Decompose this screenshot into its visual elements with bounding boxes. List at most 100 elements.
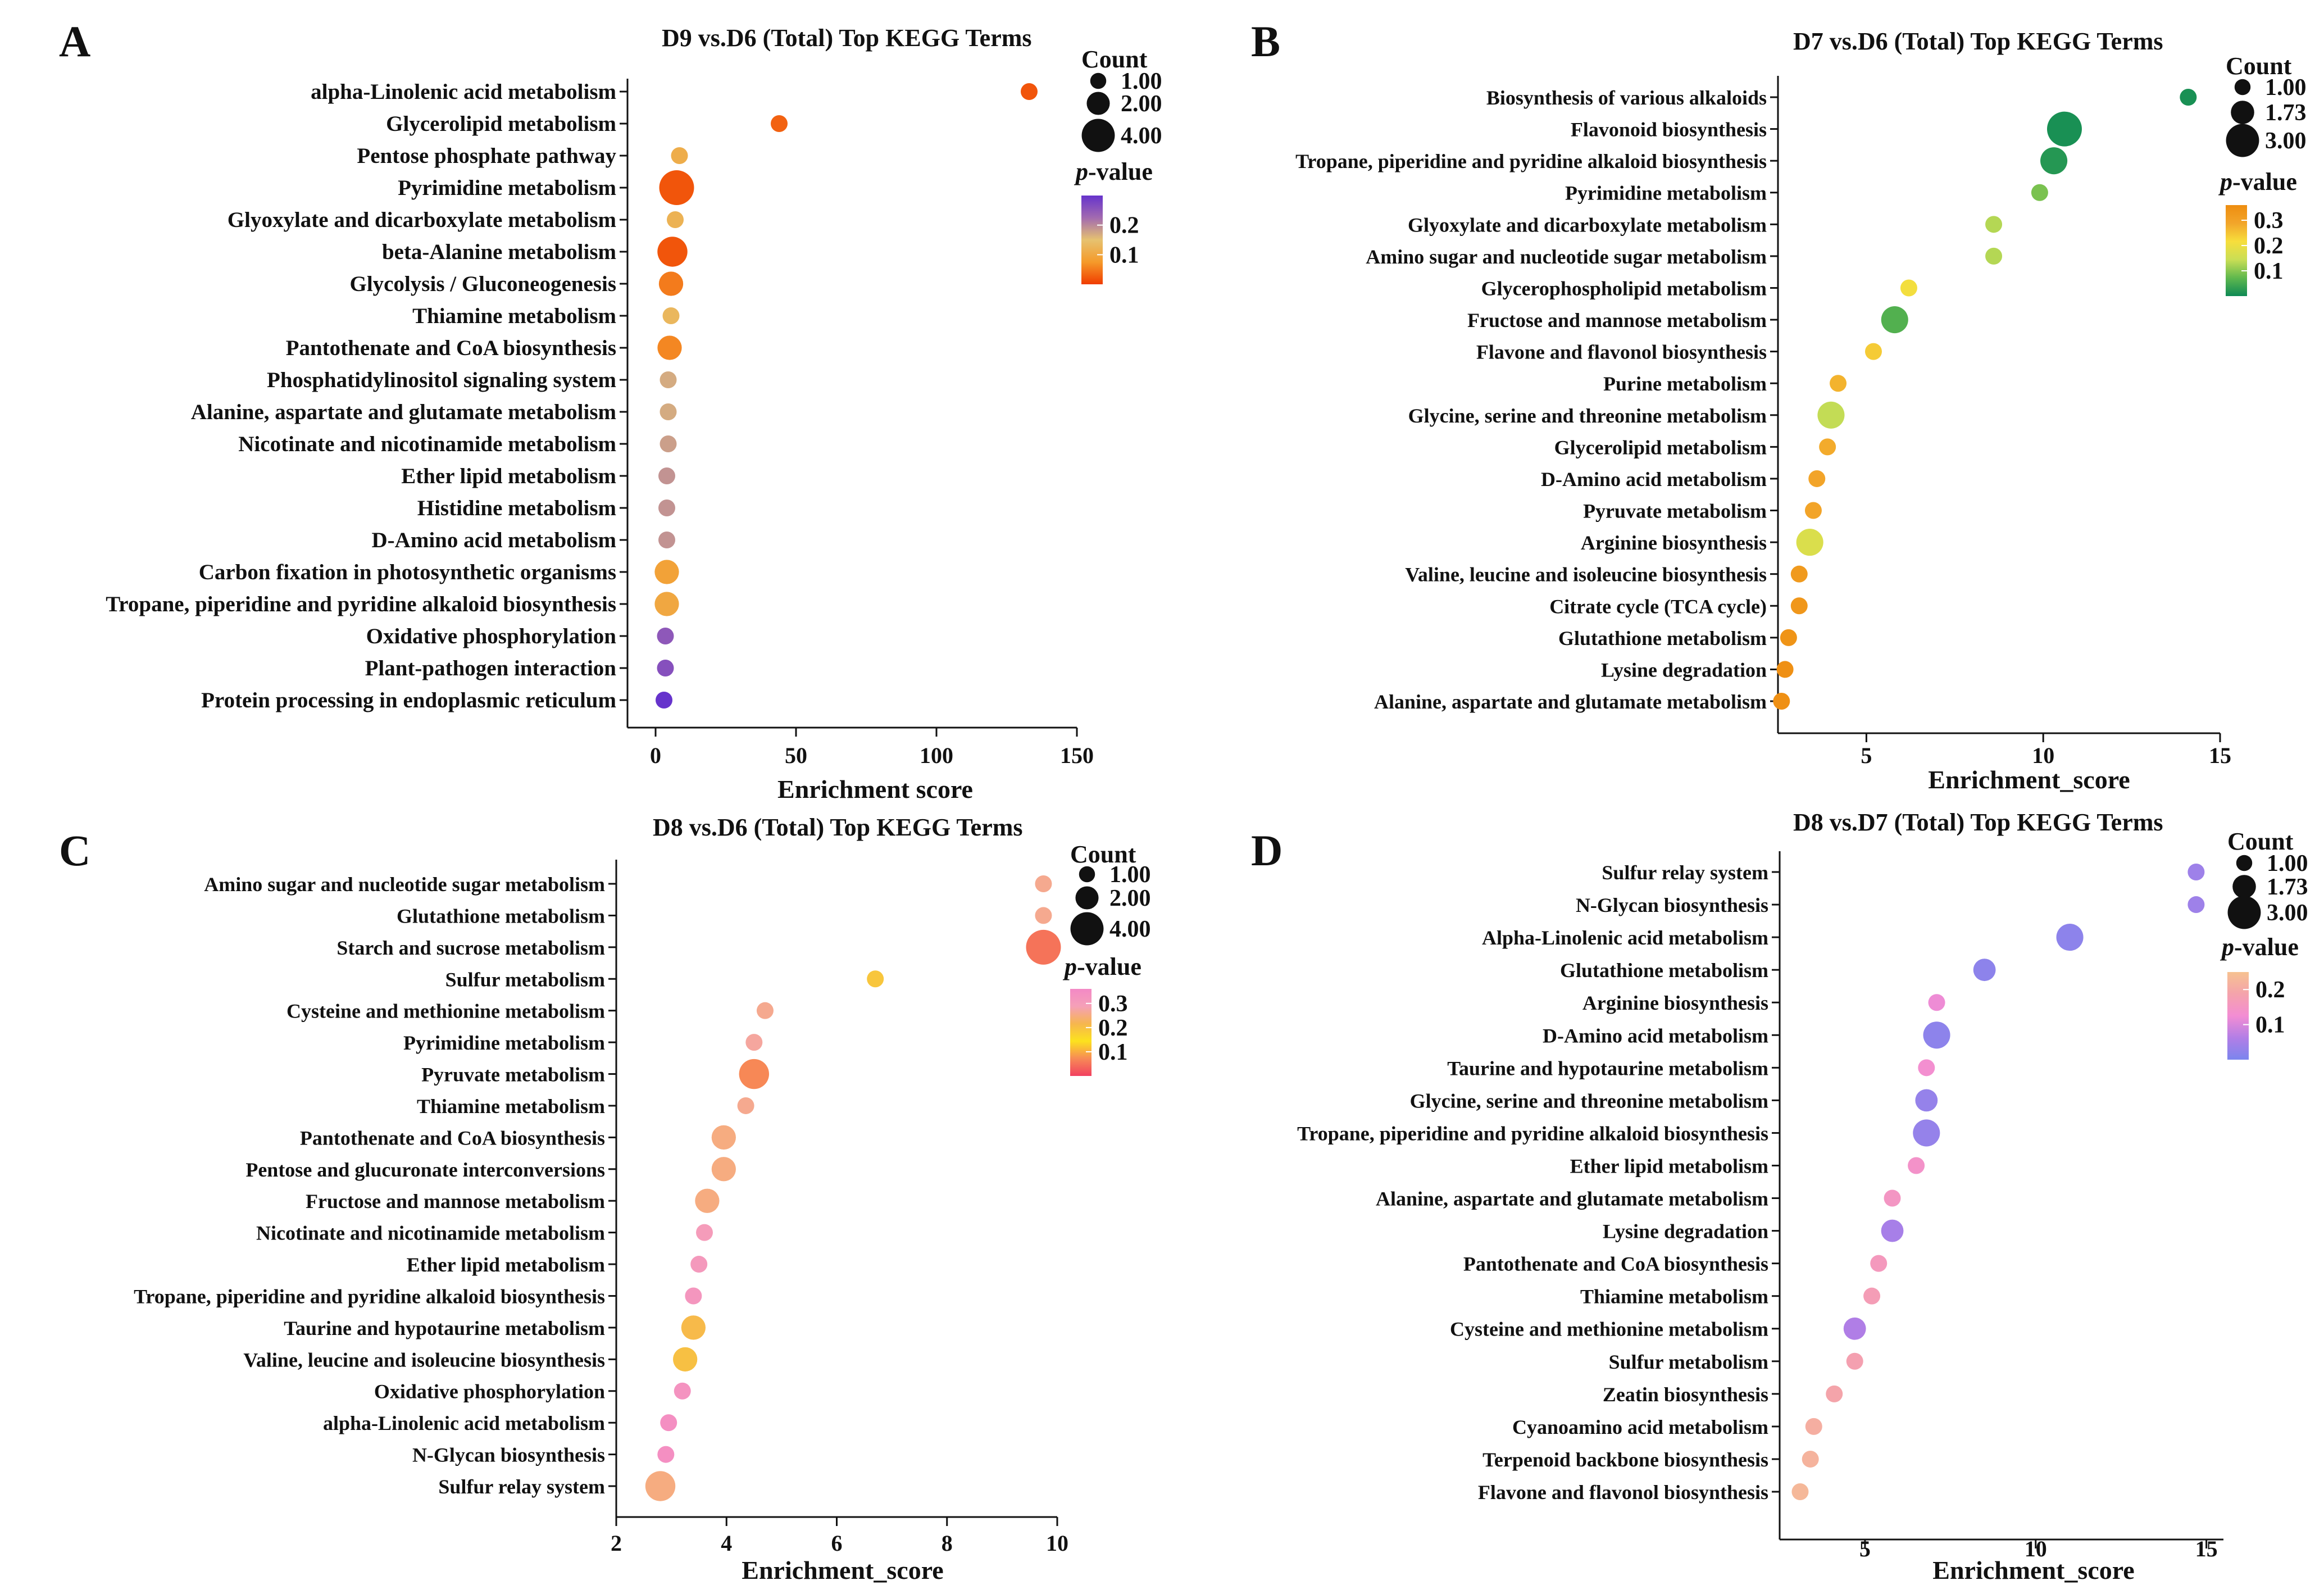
x-tick-label: 5 <box>1859 1536 1871 1561</box>
y-tick-label: Tropane, piperidine and pyridine alkaloi… <box>134 1285 605 1307</box>
data-point <box>660 435 677 452</box>
data-point <box>745 1034 763 1051</box>
x-tick-label: 50 <box>785 743 807 768</box>
y-tick-label: Pyruvate metabolism <box>1583 500 1767 523</box>
y-tick-label: Glycerophospholipid metabolism <box>1481 277 1767 299</box>
data-point <box>1790 565 1808 583</box>
legend-size-dot <box>1070 912 1104 946</box>
y-tick-label: Glutathione metabolism <box>1560 959 1768 982</box>
data-point <box>657 335 682 360</box>
x-tick-label: 8 <box>942 1531 953 1556</box>
data-point <box>695 1188 720 1213</box>
data-point <box>867 970 884 988</box>
y-tick-label: Carbon fixation in photosynthetic organi… <box>199 560 616 584</box>
legend-size-dot <box>2227 896 2261 929</box>
data-point <box>1780 629 1797 646</box>
y-tick-label: Flavonoid biosynthesis <box>1571 119 1767 141</box>
y-tick-label: Glycerolipid metabolism <box>1554 436 1767 458</box>
y-tick-label: Fructose and mannose metabolism <box>306 1190 605 1212</box>
data-point <box>656 692 672 709</box>
data-point <box>657 660 674 676</box>
data-point <box>1881 306 1908 334</box>
legend-color-label: 0.1 <box>1109 242 1139 268</box>
x-axis-label: Enrichment_score <box>1932 1556 2134 1584</box>
y-tick-label: D-Amino acid metabolism <box>1541 468 1767 491</box>
y-tick-label: N-Glycan biosynthesis <box>412 1444 605 1466</box>
legend-size-dot <box>1081 119 1115 152</box>
panel-letter: A <box>59 17 90 66</box>
y-tick-label: Sulfur relay system <box>1602 861 1768 884</box>
data-point <box>2031 184 2048 201</box>
data-point <box>657 237 688 267</box>
y-tick-label: Citrate cycle (TCA cycle) <box>1549 595 1767 617</box>
data-point <box>1773 693 1790 710</box>
data-point <box>1884 1189 1901 1207</box>
data-point <box>2056 924 2084 951</box>
y-tick-label: Cysteine and methionine metabolism <box>1450 1318 1768 1341</box>
y-tick-label: Pantothenate and CoA biosynthesis <box>286 336 616 360</box>
data-point <box>1805 1418 1822 1435</box>
y-tick-label: N-Glycan biosynthesis <box>1576 894 1768 916</box>
y-tick-label: Taurine and hypotaurine metabolism <box>1447 1057 1768 1079</box>
data-point <box>1918 1059 1935 1077</box>
y-tick-label: Glutathione metabolism <box>397 905 605 927</box>
data-point <box>1796 529 1823 556</box>
panel-a: A D9 vs.D6 (Total) Top KEGG Terms 0 50 100 15… <box>59 17 1162 803</box>
data-point <box>1826 1385 1843 1402</box>
y-tick-label: Sulfur metabolism <box>445 968 605 991</box>
y-tick-label: Pentose phosphate pathway <box>357 144 616 168</box>
x-tick-label: 100 <box>920 743 953 768</box>
data-point <box>1830 375 1847 392</box>
legend-size-label: 4.00 <box>1121 123 1162 149</box>
legend-size-label: 1.73 <box>2267 874 2308 900</box>
legend-size-label: 3.00 <box>2265 128 2307 154</box>
data-point <box>1913 1119 1940 1147</box>
y-tick-label: Histidine metabolism <box>417 496 616 520</box>
x-tick-label: 10 <box>1046 1531 1068 1556</box>
legend-pvalue-title: p-value <box>1074 158 1153 185</box>
legend-size-dot <box>1075 886 1099 910</box>
data-point <box>658 499 675 516</box>
legend-color-bar <box>2227 972 2249 1060</box>
legend-count-title: Count <box>2226 52 2292 80</box>
y-tick-label: Amino sugar and nucleotide sugar metabol… <box>1366 246 1767 268</box>
x-tick-label: 10 <box>2025 1536 2047 1561</box>
data-point <box>1864 343 1882 360</box>
data-point <box>1026 929 1061 965</box>
x-tick-label: 0 <box>650 743 661 768</box>
y-tick-label: Pyrimidine metabolism <box>398 176 616 200</box>
data-point <box>1900 279 1917 297</box>
data-point <box>1985 247 2003 265</box>
y-tick-label: Biosynthesis of various alkaloids <box>1486 87 1767 109</box>
data-point <box>1035 907 1052 924</box>
data-point <box>660 1414 677 1432</box>
y-tick-label: Arginine biosynthesis <box>1581 532 1767 554</box>
legend-size-label: 1.00 <box>2267 851 2308 877</box>
data-point <box>1870 1255 1888 1272</box>
y-tick-label: Pyruvate metabolism <box>421 1064 605 1086</box>
y-tick-label: Zeatin biosynthesis <box>1603 1383 1768 1406</box>
data-point <box>1808 470 1826 487</box>
legend-color-label: 0.1 <box>2255 1012 2285 1038</box>
x-axis-label: Enrichment_score <box>742 1556 943 1584</box>
y-tick-label: Cysteine and methionine metabolism <box>286 1000 605 1023</box>
legend-color-bar <box>1070 989 1091 1076</box>
legend-size-dot <box>2226 124 2259 157</box>
data-point <box>645 1471 676 1501</box>
legend-size-label: 1.73 <box>2265 100 2307 126</box>
data-point <box>1846 1352 1863 1370</box>
y-tick-label: Oxidative phosphorylation <box>366 624 617 648</box>
legend-color-bar <box>1081 196 1103 284</box>
legend-color-label: 0.2 <box>1109 213 1139 239</box>
data-point <box>660 371 677 388</box>
chart-title: D7 vs.D6 (Total) Top KEGG Terms <box>1793 28 2163 55</box>
data-point <box>1863 1287 1881 1305</box>
y-tick-label: Glycerolipid metabolism <box>386 112 616 136</box>
data-point <box>1928 994 1945 1011</box>
y-tick-label: Flavone and flavonol biosynthesis <box>1476 341 1767 364</box>
data-point <box>1802 1450 1819 1468</box>
x-tick-label: 15 <box>2195 1536 2218 1561</box>
legend-color-bar <box>2226 205 2247 296</box>
legend-color-label: 0.2 <box>2255 977 2285 1003</box>
